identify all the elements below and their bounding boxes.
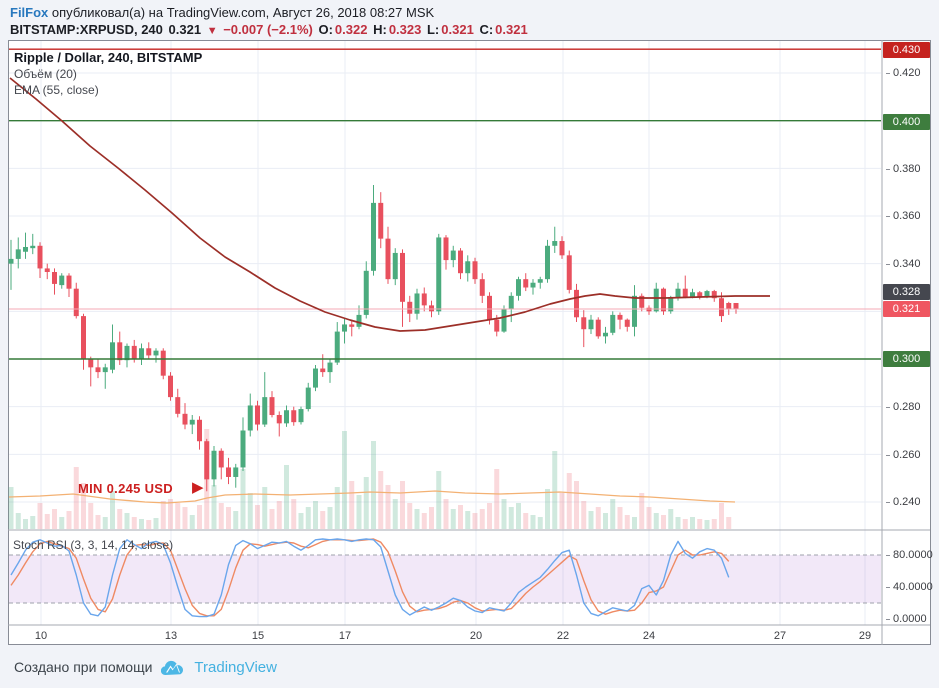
price-axis-badge: 0.400 (883, 114, 930, 130)
time-axis-label: 29 (858, 630, 872, 642)
stoch-axis-label: 80.0000 (886, 549, 933, 561)
min-arrow-icon: ▶ (192, 479, 204, 496)
time-axis-label: 24 (642, 630, 656, 642)
time-axis[interactable] (8, 625, 882, 645)
price-axis-label: 0.240 (886, 496, 921, 508)
low-value: 0.321 (441, 22, 474, 37)
close-value: 0.321 (495, 22, 528, 37)
time-axis-label: 10 (34, 630, 48, 642)
low-label: L: (426, 22, 440, 37)
last-price: 0.321 (168, 22, 202, 37)
price-axis-label: 0.260 (886, 449, 921, 461)
legend-ema-study[interactable]: EMA (55, close) (14, 83, 99, 97)
open-label: O: (318, 22, 333, 37)
legend-volume-study[interactable]: Объём (20) (14, 67, 77, 81)
price-axis-label: 0.340 (886, 258, 921, 270)
stoch-axis-label: 0.0000 (886, 613, 927, 625)
time-axis-label: 22 (556, 630, 570, 642)
price-axis-label: 0.420 (886, 67, 921, 79)
high-value: 0.323 (388, 22, 422, 37)
price-axis-badge: 0.321 (883, 301, 930, 317)
time-axis-label: 17 (338, 630, 352, 642)
price-axis-label: 0.380 (886, 163, 921, 175)
price-change: −0.007 (−2.1%) (223, 22, 313, 37)
price-axis-label: 0.280 (886, 401, 921, 413)
time-axis-label: 13 (164, 630, 178, 642)
down-arrow-icon: ▼ (206, 25, 218, 37)
time-axis-label: 27 (773, 630, 787, 642)
tradingview-brand-link[interactable]: TradingView (194, 658, 277, 676)
time-axis-label: 15 (251, 630, 265, 642)
author-link[interactable]: FilFox (10, 5, 49, 20)
time-axis-label: 20 (469, 630, 483, 642)
min-price-annotation: MIN 0.245 USD (78, 481, 173, 496)
price-axis-badge: 0.300 (883, 351, 930, 367)
stoch-rsi-legend[interactable]: Stoch RSI (3, 3, 14, 14, close) (13, 538, 174, 552)
price-axis-label: 0.360 (886, 210, 921, 222)
footer: Создано при помощи TradingView (14, 655, 277, 679)
footer-created-text: Создано при помощи (14, 659, 153, 675)
ticker-line: BITSTAMP:XRPUSD, 240 0.321 ▼ −0.007 (−2.… (10, 22, 530, 37)
legend-symbol[interactable]: Ripple / Dollar, 240, BITSTAMP (14, 50, 203, 65)
price-axis-badge: 0.430 (883, 42, 930, 58)
symbol-title[interactable]: BITSTAMP:XRPUSD, 240 (10, 22, 163, 37)
chart-canvas[interactable] (8, 40, 931, 645)
tradingview-logo-icon[interactable] (161, 659, 185, 676)
high-label: H: (373, 22, 387, 37)
open-value: 0.322 (334, 22, 368, 37)
publish-info: опубликовал(а) на TradingView.com, Авгус… (51, 5, 435, 20)
stoch-axis-label: 40.0000 (886, 581, 933, 593)
publish-header: FilFox опубликовал(а) на TradingView.com… (10, 5, 434, 20)
close-label: C: (479, 22, 494, 37)
price-axis-badge: 0.328 (883, 284, 930, 300)
chart-legend: Ripple / Dollar, 240, BITSTAMP Объём (20… (14, 50, 202, 98)
